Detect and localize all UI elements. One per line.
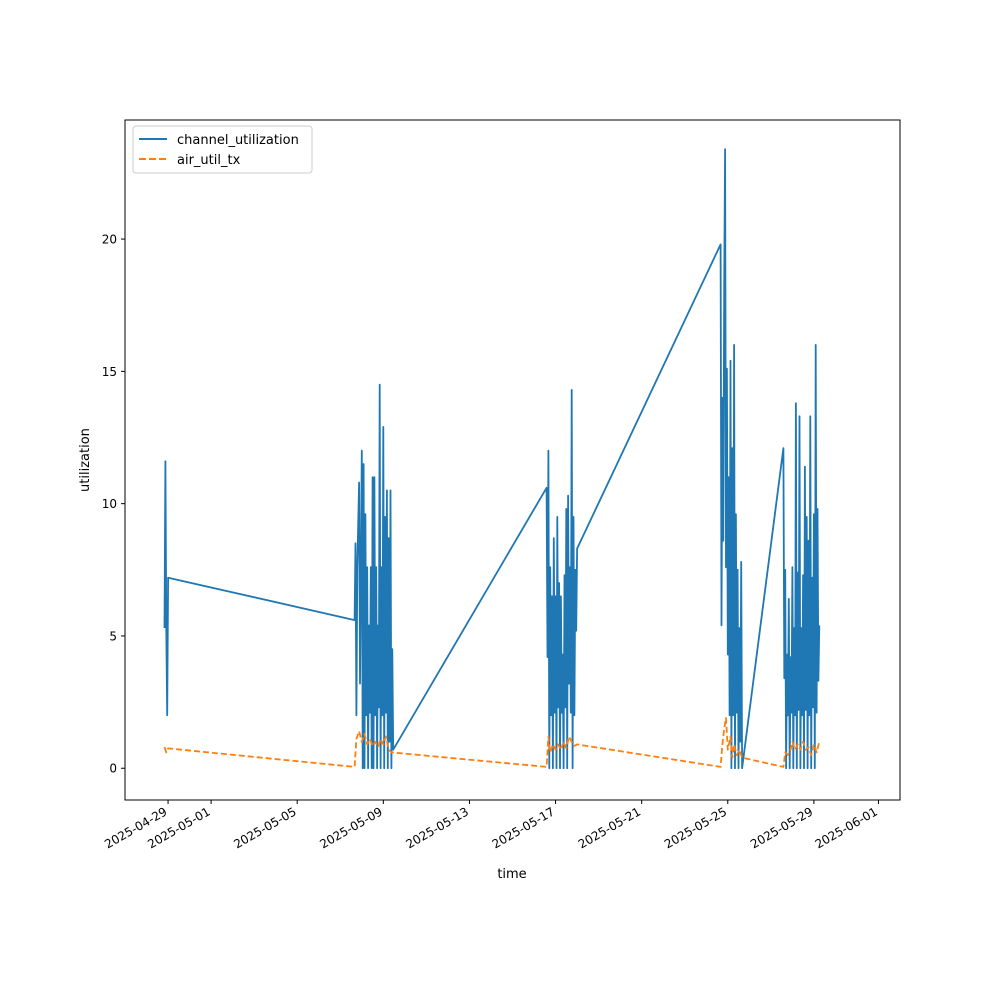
legend: channel_utilization air_util_tx	[132, 125, 313, 174]
y-axis-label: utilization	[78, 428, 93, 492]
y-tick-label: 5	[109, 629, 117, 643]
y-axis: 0 5 10 15 20	[102, 233, 125, 776]
y-tick-label: 10	[102, 497, 117, 511]
y-tick-label: 20	[102, 233, 117, 247]
legend-label-air-util-tx: air_util_tx	[177, 153, 241, 168]
plot-lines	[163, 148, 821, 770]
y-tick-label: 15	[102, 365, 117, 379]
series-line-air-util-tx	[163, 717, 821, 768]
x-axis-label: time	[497, 867, 526, 882]
series-line-channel-utilization	[163, 148, 821, 770]
plot-frame	[124, 119, 901, 801]
legend-box	[132, 125, 313, 174]
y-tick-label: 0	[109, 762, 117, 776]
legend-label-channel-utilization: channel_utilization	[177, 133, 299, 148]
